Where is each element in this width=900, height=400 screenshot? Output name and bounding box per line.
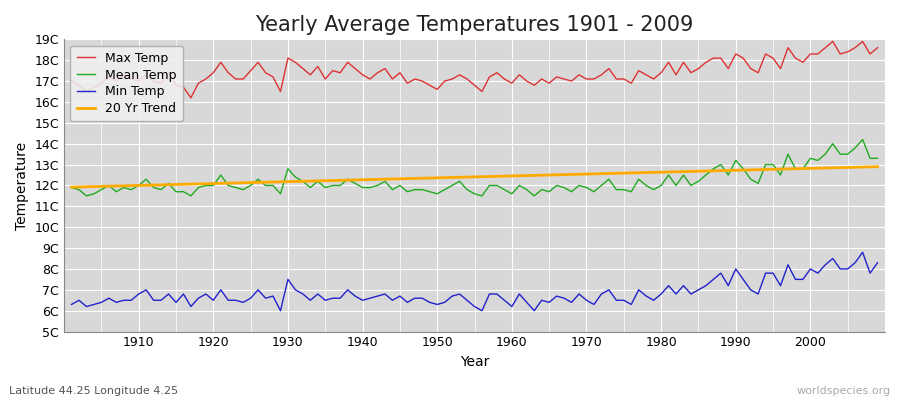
Title: Yearly Average Temperatures 1901 - 2009: Yearly Average Temperatures 1901 - 2009 (256, 15, 694, 35)
Mean Temp (604, 177, 615, 182)
Max Temp (872, 45, 883, 50)
X-axis label: Year: Year (460, 355, 490, 369)
Min Temp (275, 308, 286, 313)
Mean Temp (857, 137, 868, 142)
Max Temp (126, 76, 137, 81)
Max Temp (514, 72, 525, 77)
Line: Min Temp: Min Temp (71, 252, 878, 311)
Y-axis label: Temperature: Temperature (15, 141, 29, 230)
Mean Temp (66, 185, 77, 190)
Min Temp (857, 250, 868, 255)
Min Temp (298, 292, 309, 296)
Text: Latitude 44.25 Longitude 4.25: Latitude 44.25 Longitude 4.25 (9, 386, 178, 396)
Min Temp (507, 304, 517, 309)
Mean Temp (298, 179, 309, 184)
Min Temp (872, 260, 883, 265)
Mean Temp (872, 156, 883, 161)
Min Temp (604, 288, 615, 292)
Line: Max Temp: Max Temp (71, 42, 878, 98)
Max Temp (827, 39, 838, 44)
Max Temp (66, 79, 77, 84)
Max Temp (507, 81, 517, 86)
Min Temp (342, 288, 353, 292)
Line: Mean Temp: Mean Temp (71, 140, 878, 196)
Mean Temp (342, 177, 353, 182)
Min Temp (66, 302, 77, 307)
Mean Temp (81, 194, 92, 198)
Legend: Max Temp, Mean Temp, Min Temp, 20 Yr Trend: Max Temp, Mean Temp, Min Temp, 20 Yr Tre… (70, 46, 183, 121)
Mean Temp (514, 183, 525, 188)
Min Temp (514, 292, 525, 296)
Max Temp (342, 60, 353, 65)
Max Temp (185, 95, 196, 100)
Text: worldspecies.org: worldspecies.org (796, 386, 891, 396)
Min Temp (126, 298, 137, 303)
Max Temp (298, 66, 309, 71)
Max Temp (604, 66, 615, 71)
Mean Temp (507, 192, 517, 196)
Mean Temp (133, 183, 144, 188)
